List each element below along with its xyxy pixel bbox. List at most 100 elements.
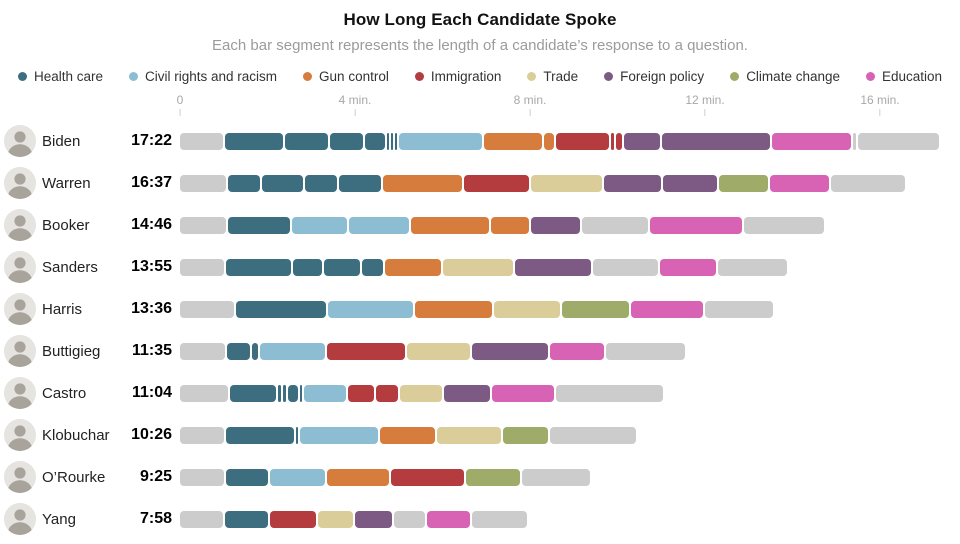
bar-segment-health xyxy=(225,510,269,528)
candidate-total-time: 17:22 xyxy=(131,132,172,149)
bar-segment-climate xyxy=(503,426,549,444)
speaking-time-bar xyxy=(180,384,664,402)
speaking-time-bar xyxy=(180,510,527,528)
bar-segment-immigration xyxy=(348,384,375,402)
legend-swatch-icon xyxy=(303,72,313,81)
legend-label: Trade xyxy=(543,69,579,84)
candidate-total-time: 16:37 xyxy=(131,174,172,191)
bar-segment-civil xyxy=(292,216,348,234)
bar-segment-civil xyxy=(269,468,325,486)
time-axis: 0 4 min. 8 min. 12 min. 16 min. xyxy=(0,93,960,119)
bar-segment-other xyxy=(180,426,224,444)
axis-tick-4min: 4 min. xyxy=(339,93,371,116)
legend-label: Climate change xyxy=(746,69,840,84)
bar-segment-other xyxy=(180,132,224,150)
bar-segment-foreign xyxy=(471,342,548,360)
legend-item-health: Health care xyxy=(17,69,103,84)
bar-segment-civil xyxy=(328,300,413,318)
page-title: How Long Each Candidate Spoke xyxy=(343,10,617,29)
bar-segment-civil xyxy=(260,342,326,360)
bar-segment-trade xyxy=(399,384,443,402)
bar-segment-health xyxy=(338,174,381,192)
bar-segment-other xyxy=(180,510,224,528)
candidate-avatar xyxy=(4,293,36,325)
candidate-name: Castro xyxy=(42,384,87,402)
bar-segment-other xyxy=(831,174,905,192)
page-subtitle: Each bar segment represents the length o… xyxy=(212,37,748,54)
bar-segment-education xyxy=(771,132,852,150)
candidate-name: Warren xyxy=(42,174,91,192)
bar-segment-gun xyxy=(382,174,463,192)
bar-segment-gun xyxy=(544,132,554,150)
bar-segment-health xyxy=(261,174,304,192)
axis-tick-label: 16 min. xyxy=(860,93,900,107)
candidate-avatar xyxy=(4,419,36,451)
legend-label: Gun control xyxy=(319,69,389,84)
legend-label: Civil rights and racism xyxy=(145,69,278,84)
bar-segment-other xyxy=(853,132,857,150)
speaking-time-bar xyxy=(180,426,636,444)
bar-segment-other xyxy=(180,384,228,402)
speaking-time-bar xyxy=(180,258,787,276)
bar-segment-health xyxy=(225,468,268,486)
axis-tick-mark xyxy=(529,109,531,116)
bar-segment-other xyxy=(550,426,636,444)
bar-segment-climate xyxy=(718,174,768,192)
bar-segment-education xyxy=(492,384,554,402)
bar-segment-foreign xyxy=(661,132,770,150)
bar-segment-other xyxy=(180,216,227,234)
legend-swatch-icon xyxy=(129,72,138,81)
candidate-avatar xyxy=(4,167,36,199)
bar-segment-gun xyxy=(384,258,442,276)
candidate-avatar xyxy=(4,125,36,157)
bar-segment-education xyxy=(427,510,471,528)
bar-segment-other xyxy=(180,258,224,276)
legend-item-education: Education xyxy=(866,69,942,84)
bar-segment-immigration xyxy=(270,510,316,528)
bar-segment-other xyxy=(394,510,426,528)
speaking-time-bar xyxy=(180,300,773,318)
candidate-avatar xyxy=(4,335,36,367)
candidate-row: Sanders 13:55 xyxy=(0,246,960,288)
bar-segment-climate xyxy=(562,300,629,318)
bar-segment-other xyxy=(555,384,664,402)
bar-segment-civil xyxy=(399,132,483,150)
candidate-row: Buttigieg 11:35 xyxy=(0,330,960,372)
bar-segment-civil xyxy=(304,384,347,402)
bar-segment-other xyxy=(180,342,225,360)
bar-segment-other xyxy=(858,132,939,150)
bar-segment-gun xyxy=(484,132,543,150)
speaking-time-bar xyxy=(180,468,590,486)
axis-tick-mark xyxy=(354,109,356,116)
bar-segment-trade xyxy=(317,510,353,528)
bar-segment-immigration xyxy=(616,132,622,150)
speaking-time-bar xyxy=(180,342,685,360)
bar-segment-other xyxy=(180,300,235,318)
bar-segment-education xyxy=(649,216,743,234)
bar-segment-health xyxy=(293,258,322,276)
bar-segment-education xyxy=(630,300,703,318)
bar-segment-civil xyxy=(299,426,379,444)
bar-segment-other xyxy=(180,468,224,486)
bar-segment-foreign xyxy=(354,510,393,528)
candidate-name: O’Rourke xyxy=(42,468,106,486)
bar-segment-health xyxy=(295,426,298,444)
candidate-row: O’Rourke 9:25 xyxy=(0,456,960,498)
legend-item-climate: Climate change xyxy=(730,69,840,84)
bar-segment-health xyxy=(277,384,281,402)
candidate-avatar xyxy=(4,377,36,409)
bar-segment-other xyxy=(704,300,773,318)
bar-segment-foreign xyxy=(604,174,661,192)
bar-segment-health xyxy=(226,342,251,360)
bar-segment-gun xyxy=(380,426,436,444)
candidate-name: Buttigieg xyxy=(42,342,101,360)
axis-tick-mark xyxy=(179,109,181,116)
bar-segment-health xyxy=(282,384,286,402)
bar-segment-gun xyxy=(414,300,492,318)
axis-tick-12min: 12 min. xyxy=(685,93,725,116)
legend-label: Education xyxy=(882,69,943,84)
bar-segment-health xyxy=(323,258,360,276)
axis-tick-8min: 8 min. xyxy=(514,93,546,116)
bar-segment-immigration xyxy=(376,384,398,402)
bar-segment-other xyxy=(180,174,227,192)
